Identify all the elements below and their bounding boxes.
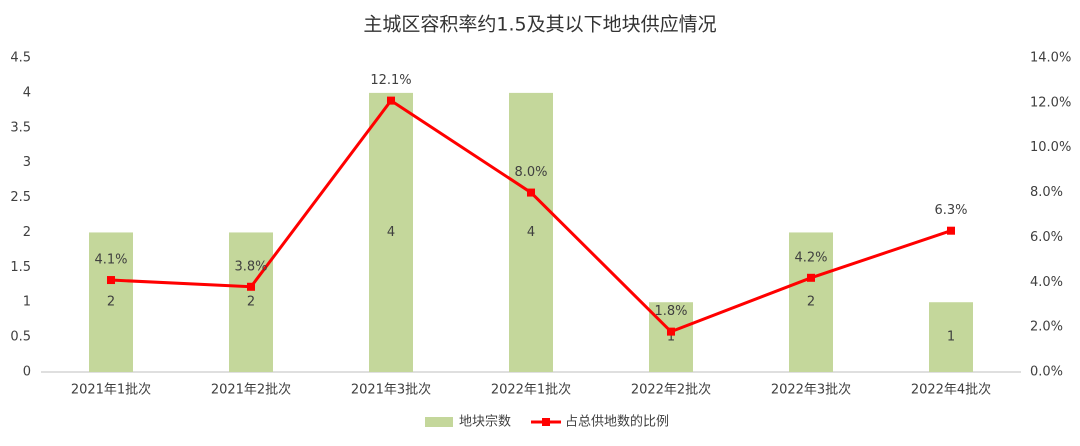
- y-tick-label: 4: [23, 85, 31, 100]
- bar: [229, 232, 273, 372]
- line-marker: [527, 188, 535, 197]
- line-value-label: 3.8%: [234, 259, 267, 274]
- line-marker: [107, 276, 115, 285]
- x-tick-label: 2022年2批次: [631, 382, 711, 398]
- line-value-label: 4.2%: [794, 250, 827, 265]
- x-tick-label: 2021年3批次: [351, 382, 431, 398]
- line-value-label: 1.8%: [654, 304, 687, 319]
- bar-value-label: 2: [247, 295, 255, 310]
- y-tick-label: 1.5: [10, 260, 31, 275]
- x-tick-label: 2022年3批次: [771, 382, 851, 398]
- x-tick-label: 2022年4批次: [911, 382, 991, 398]
- bar-value-label: 1: [667, 330, 675, 345]
- line-marker: [667, 327, 675, 336]
- line-marker: [947, 226, 955, 235]
- chart-title: 主城区容积率约1.5及其以下地块供应情况: [363, 14, 716, 36]
- y-tick-label: 2.5: [10, 190, 31, 205]
- y-tick-label: 2: [23, 225, 31, 240]
- y2-tick-label: 0.0%: [1030, 365, 1063, 380]
- bar: [649, 302, 693, 372]
- y2-tick-label: 12.0%: [1030, 95, 1071, 110]
- line-value-label: 12.1%: [370, 73, 411, 88]
- y2-tick-label: 6.0%: [1030, 230, 1063, 245]
- line-value-label: 4.1%: [94, 253, 127, 268]
- x-tick-label: 2021年2批次: [211, 382, 291, 398]
- bar: [509, 92, 553, 372]
- y2-tick-label: 8.0%: [1030, 185, 1063, 200]
- bar-value-label: 4: [527, 225, 535, 240]
- y-tick-label: 0.5: [10, 330, 31, 345]
- y2-tick-label: 4.0%: [1030, 275, 1063, 290]
- bar-value-label: 4: [387, 225, 395, 240]
- y-tick-label: 1: [23, 295, 31, 310]
- line-value-label: 8.0%: [514, 165, 547, 180]
- bar: [369, 92, 413, 372]
- bar-value-label: 2: [107, 295, 115, 310]
- legend-swatch: [542, 418, 551, 426]
- bar-value-label: 2: [807, 295, 815, 310]
- x-tick-label: 2021年1批次: [71, 382, 151, 398]
- y-tick-label: 0: [23, 365, 31, 380]
- x-tick-label: 2022年1批次: [491, 382, 571, 398]
- legend-label: 地块宗数: [459, 414, 511, 430]
- line-value-label: 6.3%: [934, 203, 967, 218]
- y-tick-label: 3: [23, 155, 31, 170]
- y-tick-label: 4.5: [10, 51, 31, 66]
- bar: [929, 302, 973, 372]
- line-marker: [807, 273, 815, 282]
- bar-value-label: 1: [947, 330, 955, 345]
- y2-tick-label: 2.0%: [1030, 320, 1063, 335]
- bar: [789, 232, 833, 372]
- line-marker: [247, 282, 255, 291]
- y2-tick-label: 10.0%: [1030, 140, 1071, 155]
- bar: [89, 232, 133, 372]
- line-marker: [387, 96, 395, 105]
- y2-tick-label: 14.0%: [1030, 51, 1071, 66]
- legend-label: 占总供地数的比例: [565, 414, 669, 430]
- y-tick-label: 3.5: [10, 120, 31, 135]
- legend-swatch: [425, 417, 453, 427]
